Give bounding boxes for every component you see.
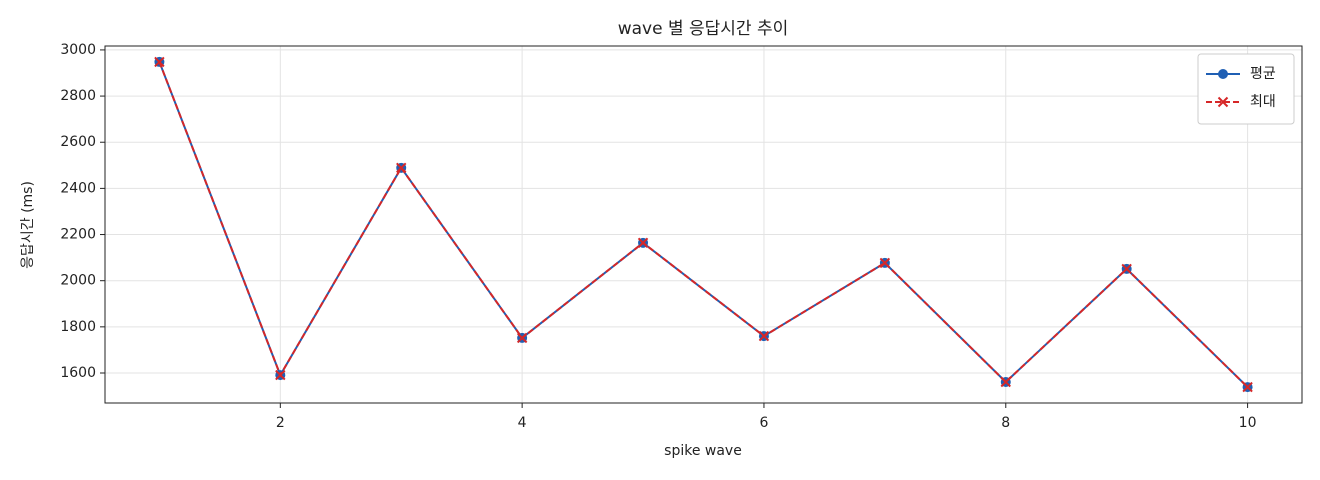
legend-box [1197, 53, 1295, 125]
marker [1242, 381, 1253, 393]
legend-label: 최대 [1250, 94, 1276, 110]
marker [1218, 69, 1228, 79]
x-tick-label: 4 [518, 415, 527, 431]
marker [1121, 263, 1132, 275]
y-tick-label: 2400 [60, 180, 96, 196]
chart-title: wave 별 응답시간 추이 [618, 19, 789, 39]
x-tick-label: 2 [276, 415, 285, 431]
x-axis-label: spike wave [664, 443, 742, 459]
marker [1217, 96, 1229, 108]
y-axis-label: 응답시간 (ms) [20, 181, 36, 269]
marker [758, 330, 770, 342]
y-tick-label: 3000 [60, 42, 96, 58]
plot-frame [104, 45, 1303, 404]
marker [396, 162, 407, 174]
marker [275, 369, 286, 381]
x-tick-label: 8 [1001, 415, 1010, 431]
marker [516, 332, 528, 344]
y-tick-label: 2800 [60, 88, 96, 104]
y-tick-label: 1600 [60, 365, 96, 381]
marker [637, 237, 649, 249]
y-tick-label: 2000 [60, 273, 96, 289]
x-tick-label: 10 [1239, 415, 1257, 431]
legend-label: 평균 [1250, 66, 1276, 82]
y-tick-label: 2200 [60, 227, 96, 243]
series-line [158, 61, 1249, 388]
x-tick-label: 6 [759, 415, 768, 431]
marker [154, 56, 165, 68]
y-tick-label: 2600 [60, 134, 96, 150]
marker [879, 257, 891, 269]
series-line [158, 61, 1249, 388]
y-tick-label: 1800 [60, 319, 96, 335]
marker [1000, 376, 1011, 388]
